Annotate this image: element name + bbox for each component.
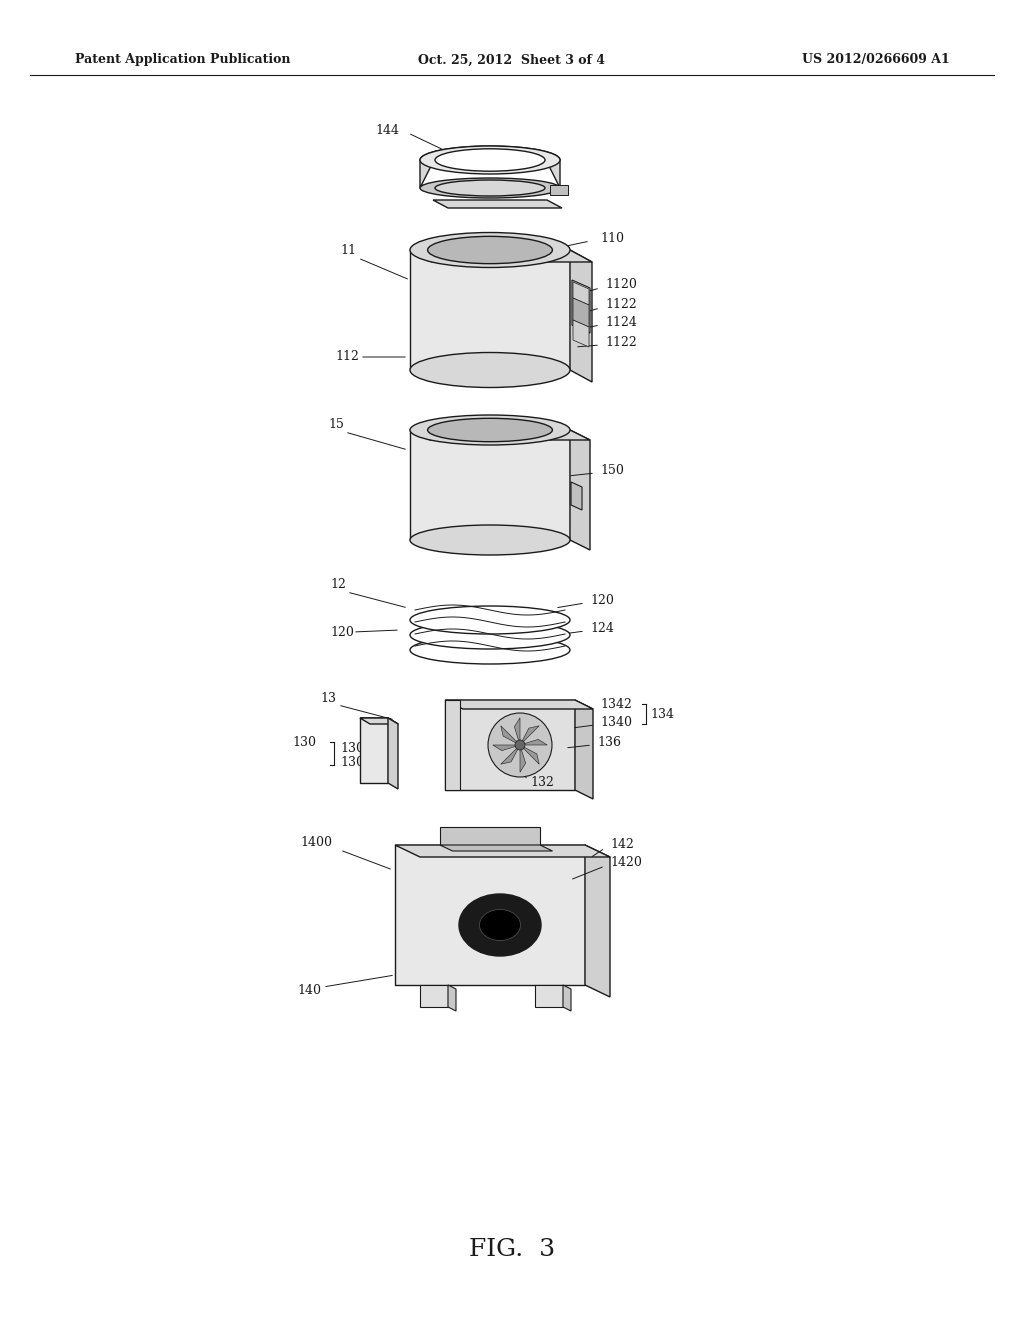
Circle shape xyxy=(515,741,525,750)
Ellipse shape xyxy=(410,636,570,664)
Polygon shape xyxy=(535,985,563,1007)
Polygon shape xyxy=(514,718,520,744)
Polygon shape xyxy=(445,700,575,789)
Text: 120: 120 xyxy=(590,594,613,606)
Text: 132: 132 xyxy=(530,776,554,789)
Text: 1124: 1124 xyxy=(605,315,637,329)
Ellipse shape xyxy=(435,180,545,195)
Polygon shape xyxy=(433,201,562,209)
Polygon shape xyxy=(501,726,520,744)
Polygon shape xyxy=(520,739,547,744)
Text: 1420: 1420 xyxy=(610,857,642,870)
Text: 150: 150 xyxy=(600,463,624,477)
Text: Oct. 25, 2012  Sheet 3 of 4: Oct. 25, 2012 Sheet 3 of 4 xyxy=(419,54,605,66)
Ellipse shape xyxy=(435,149,545,172)
Ellipse shape xyxy=(459,894,541,956)
Polygon shape xyxy=(501,744,520,764)
Text: 136: 136 xyxy=(597,735,621,748)
Text: 13: 13 xyxy=(319,692,336,705)
Text: US 2012/0266609 A1: US 2012/0266609 A1 xyxy=(802,54,950,66)
Ellipse shape xyxy=(410,232,570,268)
Ellipse shape xyxy=(428,236,552,264)
Polygon shape xyxy=(449,985,456,1011)
Polygon shape xyxy=(520,726,540,744)
Polygon shape xyxy=(440,845,553,851)
Polygon shape xyxy=(570,249,592,381)
Polygon shape xyxy=(410,430,590,440)
Polygon shape xyxy=(520,744,525,772)
Text: 144: 144 xyxy=(375,124,399,136)
Polygon shape xyxy=(563,985,571,1011)
Text: 11: 11 xyxy=(340,243,356,256)
Text: 15: 15 xyxy=(328,418,344,432)
Polygon shape xyxy=(573,298,589,327)
Polygon shape xyxy=(493,744,520,751)
Polygon shape xyxy=(360,718,388,783)
Text: Patent Application Publication: Patent Application Publication xyxy=(75,54,291,66)
Text: 1340: 1340 xyxy=(600,715,632,729)
Text: 1120: 1120 xyxy=(605,279,637,292)
Ellipse shape xyxy=(410,620,570,649)
Ellipse shape xyxy=(479,909,520,940)
Polygon shape xyxy=(395,845,610,857)
Text: 134: 134 xyxy=(650,708,674,721)
Polygon shape xyxy=(550,185,568,195)
Text: 1304: 1304 xyxy=(340,755,372,768)
Polygon shape xyxy=(572,280,590,333)
Text: 142: 142 xyxy=(610,838,634,851)
Text: 112: 112 xyxy=(335,351,358,363)
Polygon shape xyxy=(410,249,570,370)
Polygon shape xyxy=(520,744,540,764)
Circle shape xyxy=(488,713,552,777)
Text: 1342: 1342 xyxy=(600,697,632,710)
Text: 1122: 1122 xyxy=(605,335,637,348)
Ellipse shape xyxy=(420,147,560,174)
Polygon shape xyxy=(420,147,560,187)
Text: 1122: 1122 xyxy=(605,298,637,312)
Polygon shape xyxy=(360,718,398,723)
Polygon shape xyxy=(445,700,460,789)
Text: 140: 140 xyxy=(297,983,321,997)
Polygon shape xyxy=(573,282,589,305)
Ellipse shape xyxy=(410,352,570,388)
Ellipse shape xyxy=(420,178,560,198)
Text: 120: 120 xyxy=(330,626,354,639)
Ellipse shape xyxy=(410,414,570,445)
Ellipse shape xyxy=(410,606,570,634)
Polygon shape xyxy=(395,845,585,985)
Polygon shape xyxy=(445,700,593,709)
Polygon shape xyxy=(575,700,593,799)
Text: 130: 130 xyxy=(292,735,316,748)
Text: FIG.  3: FIG. 3 xyxy=(469,1238,555,1262)
Polygon shape xyxy=(388,718,398,789)
Text: 1400: 1400 xyxy=(300,837,332,850)
Polygon shape xyxy=(571,482,582,510)
Ellipse shape xyxy=(428,418,552,442)
Text: 110: 110 xyxy=(600,231,624,244)
Ellipse shape xyxy=(410,525,570,554)
Polygon shape xyxy=(410,249,592,261)
Polygon shape xyxy=(440,828,540,845)
Polygon shape xyxy=(585,845,610,997)
Text: 12: 12 xyxy=(330,578,346,591)
Text: 124: 124 xyxy=(590,622,613,635)
Polygon shape xyxy=(570,430,590,550)
Polygon shape xyxy=(573,319,589,347)
Polygon shape xyxy=(360,718,398,723)
Text: 1302: 1302 xyxy=(340,742,372,755)
Polygon shape xyxy=(410,430,570,540)
Polygon shape xyxy=(420,985,449,1007)
